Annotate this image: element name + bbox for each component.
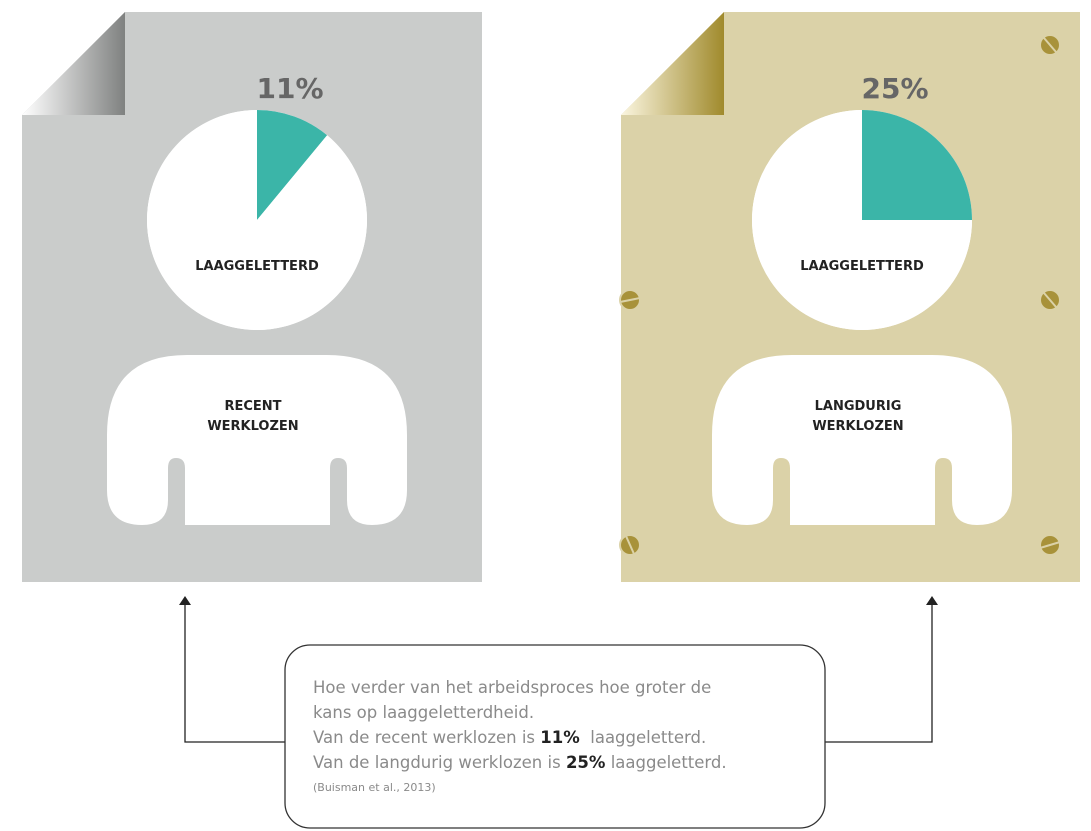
category-label: LAAGGELETTERD xyxy=(800,259,924,274)
paper-fold xyxy=(621,12,724,115)
screws xyxy=(619,34,1061,556)
group-label: LANGDURIG xyxy=(815,399,902,414)
note-text: laaggeletterd. xyxy=(605,753,726,772)
note-box xyxy=(284,644,826,829)
note-text: Van de langdurig werklozen is xyxy=(313,753,566,772)
value-label: 11% xyxy=(256,72,323,105)
pie-slice xyxy=(862,110,972,220)
person-body xyxy=(107,355,407,525)
note-text: 11% xyxy=(540,728,580,747)
note-line: Van de recent werklozen is 11% laaggelet… xyxy=(313,728,706,747)
charts: 11% LAAGGELETTERD RECENT WERKLOZEN 25% LAAGGE… xyxy=(107,72,1012,525)
note-line: Hoe verder van het arbeidsproces hoe gro… xyxy=(313,678,711,697)
note-source: (Buisman et al., 2013) xyxy=(313,781,436,794)
arrowheads xyxy=(179,596,938,605)
group-label: WERKLOZEN xyxy=(207,419,298,434)
note-text: laaggeletterd. xyxy=(580,728,706,747)
note-text: Hoe verder van het arbeidsproces hoe gro… xyxy=(313,678,711,697)
pie-chart: 25% LAAGGELETTERD LANGDURIG WERKLOZEN xyxy=(712,72,1012,525)
group-label: RECENT xyxy=(224,399,281,414)
pie-slice xyxy=(752,110,972,330)
note-text: Van de recent werklozen is xyxy=(313,728,540,747)
category-label: LAAGGELETTERD xyxy=(195,259,319,274)
note: Hoe verder van het arbeidsproces hoe gro… xyxy=(313,678,727,794)
note-text: 25% xyxy=(566,753,606,772)
pie-chart: 11% LAAGGELETTERD RECENT WERKLOZEN xyxy=(107,72,407,525)
note-line: Van de langdurig werklozen is 25% laagge… xyxy=(313,753,727,772)
group-label: WERKLOZEN xyxy=(812,419,903,434)
pie-slice xyxy=(257,110,328,220)
pie-slice xyxy=(146,110,367,330)
paper-fold xyxy=(22,12,125,115)
connectors xyxy=(184,602,933,743)
note-text: kans op laaggeletterdheid. xyxy=(313,703,534,722)
value-label: 25% xyxy=(861,72,928,105)
note-line: kans op laaggeletterdheid. xyxy=(313,703,534,722)
person-body xyxy=(712,355,1012,525)
